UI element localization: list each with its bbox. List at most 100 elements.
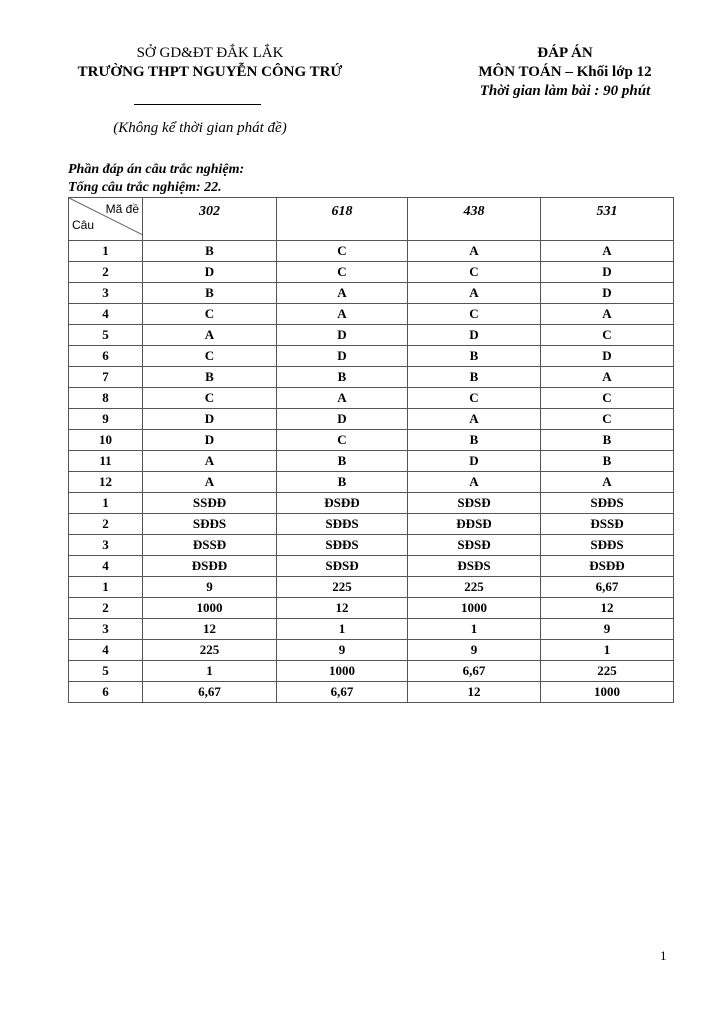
question-number-cell: 5 [68,324,143,346]
question-number-cell: 4 [68,555,143,577]
answer-cell: 6,67 [540,576,674,598]
answer-cell: ĐSĐS [407,555,541,577]
answer-cell: 9 [142,576,277,598]
question-number-cell: 2 [68,513,143,535]
table-header-row: Mã đề Câu 302 618 438 531 [68,197,674,241]
answer-cell: A [276,303,408,325]
question-number-cell: 12 [68,471,143,493]
answer-cell: C [276,261,408,283]
answer-cell: 12 [142,618,277,640]
exam-code-header: 531 [540,197,674,241]
total-questions: Tổng câu trắc nghiệm: 22. [68,180,222,195]
answer-cell: 225 [407,576,541,598]
answer-cell: 225 [276,576,408,598]
question-number-cell: 11 [68,450,143,472]
answer-cell: C [142,345,277,367]
exam-code-header: 302 [142,197,277,241]
answer-cell: B [540,450,674,472]
exam-code-header: 438 [407,197,541,241]
table-row: 5 1 1000 6,67 225 [68,660,674,682]
answer-cell: B [276,471,408,493]
answer-cell: A [142,450,277,472]
table-row: 4 ĐSĐĐ SĐSĐ ĐSĐS ĐSĐĐ [68,555,674,577]
answer-cell: A [540,471,674,493]
question-number-cell: 5 [68,660,143,682]
department-name: SỞ GD&ĐT ĐẮK LẮK [136,45,284,61]
answer-cell: C [407,261,541,283]
question-number-cell: 10 [68,429,143,451]
answer-cell: A [276,387,408,409]
table-row: 1 SSĐĐ ĐSĐĐ SĐSĐ SĐĐS [68,492,674,514]
answer-cell: B [142,240,277,262]
table-row: 2 SĐĐS SĐĐS ĐĐSĐ ĐSSĐ [68,513,674,535]
question-number-cell: 1 [68,240,143,262]
exam-code-label: Mã đề [105,202,139,216]
table-row: 3 ĐSSĐ SĐĐS SĐSĐ SĐĐS [68,534,674,556]
question-number-cell: 1 [68,576,143,598]
table-row: 1 9 225 225 6,67 [68,576,674,598]
answer-cell: 9 [276,639,408,661]
answer-cell: 12 [276,597,408,619]
answer-cell: SĐSĐ [407,492,541,514]
question-label: Câu [72,218,95,232]
answer-cell: 1 [540,639,674,661]
answer-cell: B [276,366,408,388]
answer-cell: 12 [407,681,541,703]
table-row: 10 D C B B [68,429,674,451]
answer-cell: B [142,366,277,388]
answer-cell: D [407,324,541,346]
question-number-cell: 8 [68,387,143,409]
answer-cell: 12 [540,597,674,619]
page-number: 1 [660,948,667,963]
question-number-cell: 2 [68,261,143,283]
answer-cell: A [407,282,541,304]
answer-cell: SĐĐS [540,492,674,514]
question-number-cell: 6 [68,345,143,367]
question-number-cell: 1 [68,492,143,514]
answer-cell: 1000 [142,597,277,619]
answer-cell: A [142,324,277,346]
question-number-cell: 4 [68,639,143,661]
answer-cell: 1 [407,618,541,640]
time-note: (Không kể thời gian phát đề) [113,120,287,136]
answer-cell: C [407,303,541,325]
question-number-cell: 6 [68,681,143,703]
answer-cell: 9 [540,618,674,640]
answer-cell: C [540,408,674,430]
question-number-cell: 2 [68,597,143,619]
answer-cell: SĐĐS [276,513,408,535]
answer-cell: 225 [540,660,674,682]
answer-cell: 1000 [276,660,408,682]
answer-cell: C [407,387,541,409]
question-number-cell: 3 [68,534,143,556]
answer-cell: D [407,450,541,472]
question-number-cell: 4 [68,303,143,325]
answer-cell: 1000 [407,597,541,619]
corner-cell: Mã đề Câu [68,197,143,241]
answer-cell: C [540,324,674,346]
table-row: 2 1000 12 1000 12 [68,597,674,619]
answer-cell: 1000 [540,681,674,703]
table-row: 3 12 1 1 9 [68,618,674,640]
table-row: 4 225 9 9 1 [68,639,674,661]
answer-cell: SĐĐS [540,534,674,556]
exam-time: Thời gian làm bài : 90 phút [479,83,651,99]
answer-cell: D [276,408,408,430]
answer-cell: SSĐĐ [142,492,277,514]
answer-cell: ĐĐSĐ [407,513,541,535]
answer-cell: C [142,303,277,325]
question-number-cell: 7 [68,366,143,388]
school-name: TRƯỜNG THPT NGUYỄN CÔNG TRỨ [77,64,343,80]
answer-cell: C [142,387,277,409]
answer-cell: D [142,408,277,430]
answer-cell: A [540,303,674,325]
answer-cell: SĐĐS [142,513,277,535]
